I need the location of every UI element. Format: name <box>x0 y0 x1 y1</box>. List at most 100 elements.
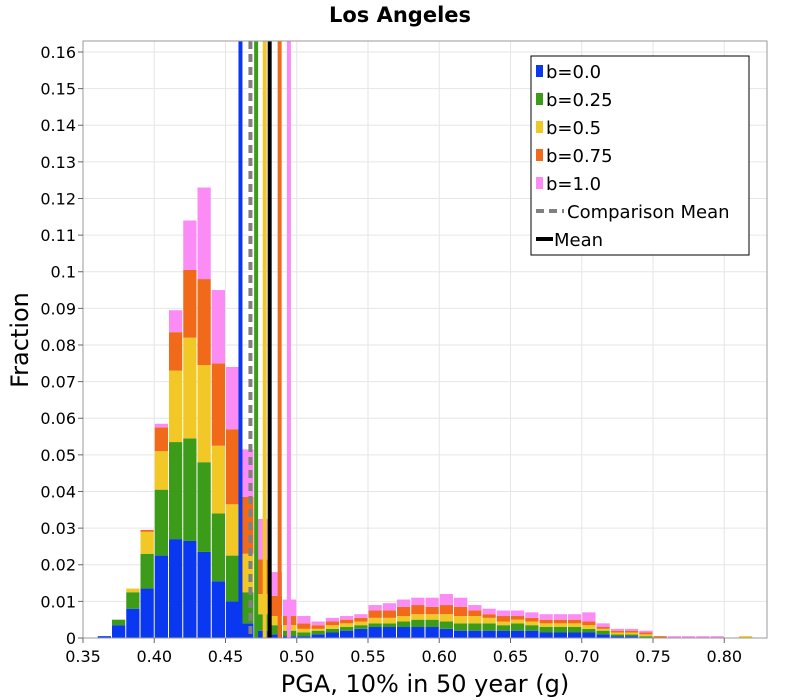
legend-label-comparison-mean: Comparison Mean <box>567 202 730 223</box>
y-tick-label: 0.03 <box>40 519 76 538</box>
legend-label-b-0-0: b=0.0 <box>546 62 601 83</box>
bar-segment-b-0-0 <box>126 608 140 638</box>
bar-segment-b-1-0 <box>596 623 610 628</box>
bar-segment-b-0-75 <box>183 269 197 338</box>
bar-segment-b-0-5 <box>425 614 439 620</box>
bar-segment-b-1-0 <box>667 636 681 638</box>
bar-segment-b-1-0 <box>710 636 724 638</box>
bar-segment-b-0-0 <box>325 632 339 638</box>
bar-segment-b-0-25 <box>140 553 154 589</box>
bar-segment-b-0-5 <box>226 504 240 556</box>
bar-segment-b-0-75 <box>211 363 225 446</box>
bar-segment-b-0-75 <box>639 632 653 635</box>
bar-segment-b-0-0 <box>268 634 282 638</box>
bar-segment-b-0-0 <box>596 634 610 638</box>
plot-frame <box>82 40 768 639</box>
bar-segment-b-1-0 <box>539 614 553 620</box>
bar-segment-b-0-75 <box>382 610 396 618</box>
bar-segment-b-0-25 <box>169 442 183 540</box>
y-tick-label: 0.01 <box>40 592 76 611</box>
bar-segment-b-1-0 <box>625 628 639 631</box>
bar-segment-b-0-75 <box>596 627 610 629</box>
x-tick-label: 0.50 <box>279 647 315 666</box>
y-tick-label: 0.12 <box>40 189 76 208</box>
bar-segment-b-0-5 <box>183 337 197 439</box>
legend-label-b-0-75: b=0.75 <box>546 146 613 167</box>
bar-segment-b-0-0 <box>226 601 240 638</box>
bar-segment-b-0-75 <box>325 621 339 626</box>
bar-segment-b-0-5 <box>596 628 610 631</box>
bar-segment-b-1-0 <box>511 610 525 617</box>
bar-segment-b-0-25 <box>625 634 639 637</box>
bar-segment-b-1-0 <box>325 617 339 622</box>
bar-segment-b-0-5 <box>382 617 396 624</box>
bar-segment-b-0-25 <box>154 489 168 556</box>
bar-segment-b-0-75 <box>482 614 496 618</box>
y-axis-label: Fraction <box>6 292 34 388</box>
bar-segment-b-0-0 <box>511 630 525 638</box>
bar-segment-b-1-0 <box>482 608 496 615</box>
bar-segment-b-0-25 <box>496 625 510 631</box>
legend-label-mean: Mean <box>554 230 603 251</box>
x-tick-label: 0.65 <box>493 647 529 666</box>
bar-segment-b-0-75 <box>226 429 240 505</box>
bar-segment-b-0-0 <box>568 632 582 638</box>
bar-segment-b-0-5 <box>553 623 567 628</box>
x-tick-label: 0.45 <box>208 647 244 666</box>
bar-segment-b-0-75 <box>582 621 596 626</box>
bar-segment-b-1-0 <box>226 366 240 430</box>
bar-segment-b-0-0 <box>154 555 168 638</box>
x-tick-label: 0.35 <box>65 647 101 666</box>
bar-segment-b-0-75 <box>197 279 211 366</box>
bar-segment-b-1-0 <box>397 599 411 607</box>
bar-segment-b-0-25 <box>311 630 325 635</box>
y-axis: 0 0.01 0.02 0.03 0.04 0.05 0.06 0.07 0.08 0.09 0.1… <box>40 43 83 648</box>
bar-segment-b-0-5 <box>140 531 154 554</box>
bar-segment-b-0-75 <box>653 636 667 638</box>
bar-segment-b-0-75 <box>368 610 382 618</box>
legend-swatch-b-1-0 <box>536 177 543 189</box>
bar-segment-b-0-25 <box>297 632 311 637</box>
bar-segment-b-1-0 <box>354 614 368 618</box>
bar-segment-b-0-75 <box>496 616 510 622</box>
x-tick-label: 0.80 <box>706 647 742 666</box>
y-tick-label: 0.15 <box>40 80 76 99</box>
bar-segment-b-0-0 <box>610 636 624 638</box>
bar-segment-b-1-0 <box>382 603 396 611</box>
bar-segment-b-0-5 <box>354 621 368 626</box>
bar-segment-b-0-5 <box>197 365 211 463</box>
legend-swatch-b-0-0 <box>536 65 543 77</box>
legend: b=0.0 b=0.25 b=0.5 b=0.75 b=1.0 Comparison Me… <box>530 55 750 256</box>
x-tick-label: 0.55 <box>350 647 386 666</box>
bar-segment-b-0-5 <box>482 617 496 624</box>
bar-segment-b-1-0 <box>496 610 510 617</box>
bar-segment-b-0-0 <box>140 588 154 638</box>
bar-segment-b-1-0 <box>639 630 653 633</box>
bar-segment-b-0-25 <box>340 627 354 631</box>
bar-segment-b-0-0 <box>539 632 553 638</box>
bar-segment-b-0-75 <box>354 617 368 622</box>
bar-segment-b-1-0 <box>169 310 183 333</box>
bar-segment-b-0-75 <box>610 630 624 633</box>
y-tick-label: 0.11 <box>40 226 76 245</box>
bar-segment-b-1-0 <box>553 614 567 620</box>
y-tick-label: 0.09 <box>40 299 76 318</box>
bar-segment-b-1-0 <box>525 612 539 618</box>
legend-swatch-b-0-25 <box>536 93 543 105</box>
chart-title: Los Angeles <box>329 3 471 27</box>
bar-segment-b-1-0 <box>568 614 582 620</box>
bar-segment-b-0-25 <box>553 627 567 633</box>
bar-segment-b-1-0 <box>183 220 197 270</box>
bar-segment-b-0-25 <box>325 628 339 633</box>
bar-segment-b-0-5 <box>368 617 382 624</box>
bar-segment-b-1-0 <box>154 423 168 428</box>
bar-segment-b-0-0 <box>625 636 639 638</box>
bar-segment-b-0-0 <box>425 627 439 638</box>
bar-segment-b-1-0 <box>340 616 354 620</box>
bar-segment-b-0-25 <box>368 623 382 628</box>
bar-segment-b-0-75 <box>439 605 453 615</box>
bar-segment-b-0-5 <box>169 370 183 443</box>
bar-segment-b-0-5 <box>496 621 510 626</box>
bar-segment-b-0-5 <box>525 621 539 626</box>
